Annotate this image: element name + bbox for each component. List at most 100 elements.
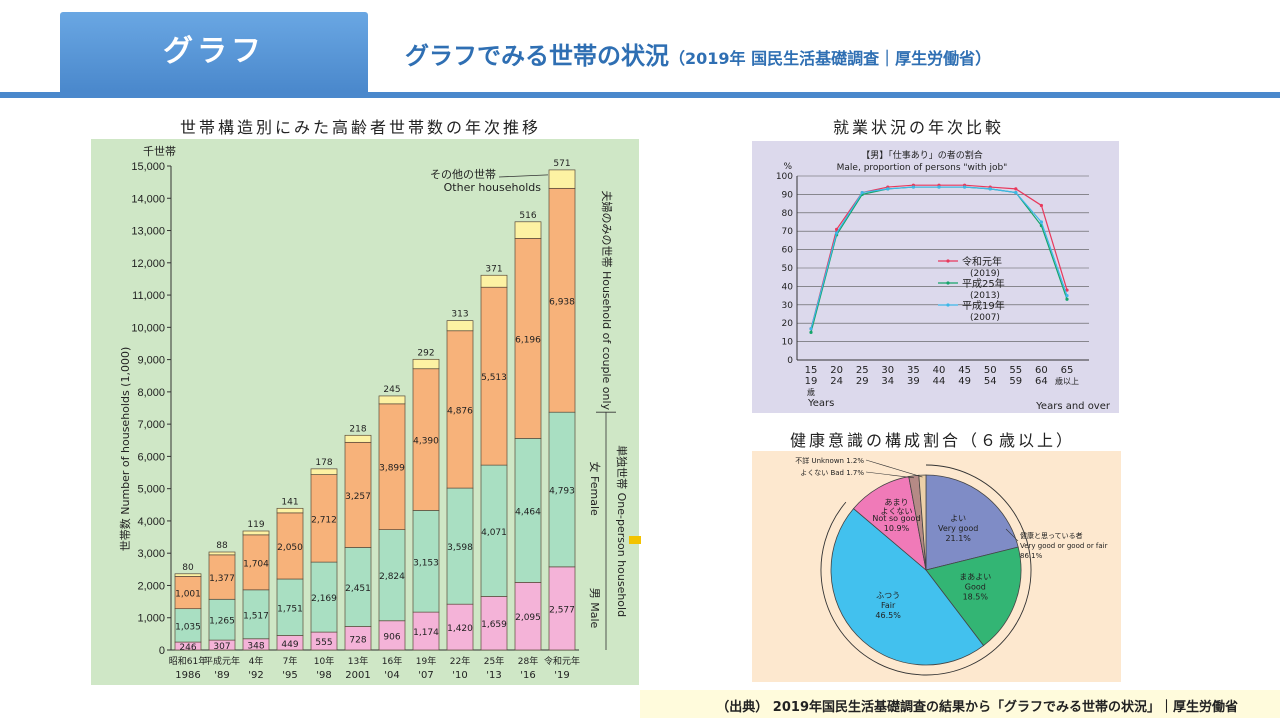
x-tick-label: '89	[214, 670, 229, 681]
x-tick-label: '98	[316, 670, 331, 681]
y-tick-label: 20	[782, 319, 794, 329]
bar-segment	[242, 589, 270, 640]
bar-segment	[378, 620, 406, 651]
bar-segment	[276, 578, 304, 636]
x-tick-label: 65	[1061, 365, 1074, 376]
bar-segment	[344, 547, 372, 627]
slice-label-value: 21.1%	[945, 534, 971, 543]
bar-value-label: 1,751	[277, 604, 303, 614]
y-tick-label: 30	[782, 301, 794, 311]
bar-value-label: 1,659	[481, 620, 507, 630]
x-tick-label: 7年	[283, 655, 298, 667]
other-households-label-en: Other households	[444, 181, 542, 194]
x-tick-label: 28年	[518, 655, 538, 667]
x-tick-label: 25年	[484, 655, 504, 667]
y-tick-label: 6,000	[137, 451, 165, 463]
bar-segment	[480, 464, 508, 597]
bar-segment	[242, 534, 270, 591]
series-point	[963, 185, 967, 189]
y-tick-label: 1,000	[137, 613, 165, 625]
bar-segment	[208, 554, 236, 600]
bar-value-label: 307	[213, 642, 230, 652]
bar-value-label: 348	[247, 641, 264, 651]
x-label-right: Years and over	[1035, 401, 1111, 412]
other-households-label-jp: その他の世帯	[430, 168, 496, 181]
pie-slice	[918, 474, 927, 571]
bar-value-label: 4,390	[413, 437, 439, 447]
x-tick-label: '19	[554, 670, 569, 681]
legend-marker	[946, 303, 950, 307]
series-point	[809, 330, 813, 334]
slice-label-jp: まあよい	[959, 572, 991, 581]
x-tick-label: 22年	[450, 655, 470, 667]
pie-slice	[925, 546, 1022, 647]
slice-label-value: 10.9%	[884, 524, 910, 533]
page-title: グラフでみる世帯の状況（2019年 国民生活基礎調査｜厚生労働省）	[405, 36, 991, 71]
pie-chart-caption: 健康意識の構成割合（６歳以上）	[790, 431, 1076, 450]
slice-label-en: Fair	[881, 601, 896, 610]
small-slice-callout: 不詳 Unknown 1.2%	[795, 456, 864, 465]
series-point	[1039, 220, 1043, 224]
bar-segment	[174, 608, 202, 643]
x-tick-label: '95	[282, 670, 297, 681]
bar-value-label: 2,095	[515, 613, 541, 623]
household-bar-chart: 0 1,000 2,000 3,000 4,000 5,000 6,000 7,000 8,00…	[91, 139, 639, 685]
legend-marker	[946, 281, 950, 285]
bar-value-label: 1,420	[447, 624, 473, 634]
bar-value-label: 1,704	[243, 559, 269, 569]
x-tick-label: 35	[907, 365, 920, 376]
bar-segment	[514, 221, 542, 239]
bar-segment	[174, 576, 202, 610]
slice-label-en: Very good	[938, 524, 978, 533]
bar-segment	[514, 582, 542, 651]
legend-year: (2007)	[970, 313, 1000, 323]
x-tick-label: 10年	[314, 655, 334, 667]
bar-segment	[514, 238, 542, 439]
line-chart-background	[752, 141, 1119, 413]
bar-value-label: 292	[417, 348, 434, 358]
legend-label: 平成19年	[962, 299, 1005, 312]
x-tick-label: 歳以上	[1055, 376, 1079, 386]
other-households-leader	[498, 174, 549, 178]
y-tick-label: 13,000	[131, 226, 165, 238]
header-tab-label: グラフ	[163, 34, 265, 69]
group-label-value: 86.1%	[1020, 552, 1043, 560]
bar-value-label: 2,577	[549, 605, 575, 615]
bar-segment	[310, 561, 338, 633]
legend-label: 平成25年	[962, 277, 1005, 290]
bar-value-label: 571	[553, 159, 570, 169]
slice-label-jp: よくない	[880, 507, 912, 516]
series-point	[1039, 203, 1043, 208]
bar-segment	[548, 566, 576, 651]
x-tick-label: 歳	[807, 387, 815, 397]
series-point	[1065, 294, 1069, 298]
bar-value-label: 141	[281, 497, 298, 507]
y-tick-label: 100	[776, 172, 793, 182]
bar-value-label: 178	[315, 458, 332, 468]
series-point	[988, 187, 992, 191]
x-tick-label: 15	[805, 365, 818, 376]
callout-leader	[865, 471, 915, 479]
y-tick-label: 0	[787, 356, 793, 366]
series-point	[937, 185, 941, 189]
bar-segment	[412, 368, 440, 511]
x-tick-label: '92	[248, 670, 263, 681]
bar-value-label: 4,071	[481, 528, 507, 538]
x-tick-label: 13年	[348, 655, 368, 667]
x-tick-label: 24	[830, 376, 843, 387]
bar-value-label: 2,050	[277, 543, 303, 553]
group-label-jp: 健康と思っている者	[1020, 531, 1083, 540]
y-tick-label: 10,000	[131, 322, 165, 334]
bar-segment	[446, 330, 474, 489]
bar-segment	[242, 530, 270, 536]
x-tick-label: 19年	[416, 655, 436, 667]
callout-leader	[865, 459, 923, 478]
series-point	[1065, 297, 1069, 301]
bar-segment	[446, 320, 474, 332]
y-tick-label: 70	[782, 227, 794, 237]
title-text: グラフでみる世帯の状況	[405, 42, 669, 70]
bar-value-label: 6,196	[515, 335, 541, 345]
series-point	[1014, 190, 1018, 195]
bar-segment	[480, 274, 508, 288]
bar-segment	[344, 441, 372, 548]
